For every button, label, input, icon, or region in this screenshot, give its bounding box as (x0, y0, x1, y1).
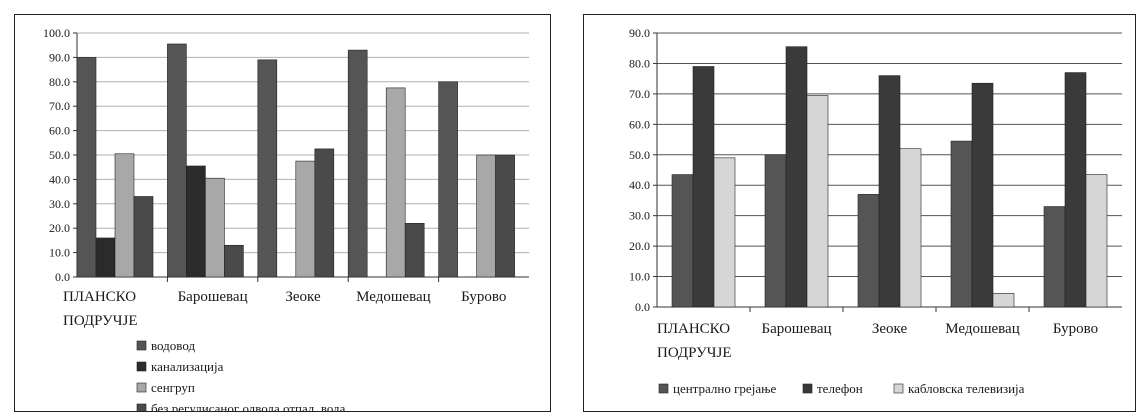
chart-right-x-tick-label: ПЛАНСКО (657, 321, 730, 337)
chart-right-legend-label: централно грејање (673, 381, 776, 396)
chart-right-bar (785, 46, 808, 308)
chart-left-x-tick-label: Барошевац (178, 289, 248, 305)
chart-left-bar (114, 153, 135, 278)
chart-right-x-tick-label: Зеоке (872, 321, 908, 337)
chart-right-x-tick-label: Барошевац (761, 321, 831, 337)
chart-right-legend-label: телефон (817, 381, 863, 396)
chart-left-y-tick-label: 40.0 (49, 172, 70, 186)
chart-left-x-tick-label: ПОДРУЧЈЕ (63, 313, 138, 329)
chart-right-bar (671, 174, 694, 308)
chart-right-legend-swatch (893, 383, 904, 394)
chart-left-x-tick-label: Зеоке (285, 289, 321, 305)
chart-right-y-tick-label: 90.0 (629, 26, 650, 40)
chart-right-x-tick-label: Бурово (1053, 321, 1098, 337)
chart-left-bar (224, 244, 244, 278)
chart-left-y-tick-label: 100.0 (43, 26, 70, 40)
chart-right-x-tick-label: ПОДРУЧЈЕ (657, 345, 732, 361)
chart-right-bar (971, 82, 994, 308)
chart-right-legend-swatch (802, 383, 813, 394)
chart-left-bar (495, 154, 515, 278)
chart-left-bar (257, 59, 278, 278)
chart-left-bar (295, 160, 316, 278)
chart-right-bar (992, 292, 1015, 308)
chart-left-bar (347, 49, 368, 278)
chart-right-bar (857, 194, 880, 308)
chart-left-y-tick-label: 10.0 (49, 246, 70, 260)
chart-left-y-tick-label: 70.0 (49, 99, 70, 113)
chart-right-y-tick-label: 0.0 (635, 300, 650, 314)
chart-left-x-tick-label: ПЛАНСКО (63, 289, 136, 305)
chart-left-legend-swatch (136, 382, 147, 393)
chart-left-legend-swatch (136, 361, 147, 372)
chart-right-x-tick-label: Медошевац (945, 321, 1020, 337)
chart-left-y-tick-label: 50.0 (49, 148, 70, 162)
chart-right-y-tick-label: 30.0 (629, 209, 650, 223)
chart-left-y-tick-label: 80.0 (49, 75, 70, 89)
chart-left-bar (476, 154, 496, 278)
chart-right-bar (1043, 206, 1066, 308)
chart-left-bar (314, 148, 335, 278)
chart-panel-left: 0.0 10.0 20.0 30.0 40.0 50.0 60.0 70.0 80.0 90.0 1… (14, 14, 551, 412)
chart-left-legend-swatch (136, 403, 147, 411)
chart-left-y-tick-label: 20.0 (49, 221, 70, 235)
chart-right-y-tick-label: 80.0 (629, 56, 650, 70)
chart-left-bar (438, 81, 458, 278)
chart-left-svg: 0.0 10.0 20.0 30.0 40.0 50.0 60.0 70.0 80.0 90.0 1… (43, 26, 529, 411)
chart-left-bar (76, 57, 97, 278)
chart-left-y-tick-label: 0.0 (55, 270, 70, 284)
chart-right-svg: 0.0 10.0 20.0 30.0 40.0 50.0 60.0 70.0 80.0 90.0 П… (629, 26, 1122, 396)
chart-left-x-tick-label: Бурово (461, 289, 506, 305)
chart-right-y-tick-label: 50.0 (629, 148, 650, 162)
chart-left-legend-label: сенгруп (151, 380, 195, 395)
chart-left-legend-label: водовод (151, 338, 195, 353)
chart-right-bar (878, 75, 901, 308)
chart-right-y-tick-label: 10.0 (629, 270, 650, 284)
chart-left-y-tick-label: 60.0 (49, 124, 70, 138)
chart-right-bar (950, 140, 973, 308)
chart-right-y-tick-label: 60.0 (629, 117, 650, 131)
chart-right-bar (899, 148, 922, 308)
chart-left-x-tick-label: Медошевац (356, 289, 431, 305)
chart-right-legend-swatch (658, 383, 669, 394)
chart-right-bar (806, 95, 829, 308)
chart-right-bar (713, 157, 736, 308)
chart-right-bar (692, 66, 715, 308)
chart-left-bar (404, 223, 425, 278)
chart-right-bar (764, 154, 787, 308)
chart-left-legend-label: без регулисаног одвода отпад. вода (151, 401, 346, 411)
chart-right-bar (1085, 174, 1108, 308)
chart-panel-right: 0.0 10.0 20.0 30.0 40.0 50.0 60.0 70.0 80.0 90.0 П… (583, 14, 1136, 412)
chart-left-bar (167, 43, 187, 278)
chart-right-y-tick-label: 20.0 (629, 239, 650, 253)
chart-right-legend-label: кабловска телевизија (908, 381, 1025, 396)
chart-right-bar (1064, 72, 1087, 308)
chart-left-legend-label: канализација (151, 359, 224, 374)
chart-left-bar (186, 165, 206, 278)
chart-left-y-tick-label: 30.0 (49, 197, 70, 211)
chart-left-bar (205, 177, 225, 278)
chart-left-bar (95, 237, 116, 278)
chart-right-y-tick-label: 70.0 (629, 87, 650, 101)
chart-left-bar (385, 87, 406, 278)
chart-right-y-tick-label: 40.0 (629, 178, 650, 192)
chart-left-bar (133, 196, 154, 278)
chart-left-y-tick-label: 90.0 (49, 50, 70, 64)
chart-left-legend-swatch (136, 340, 147, 351)
